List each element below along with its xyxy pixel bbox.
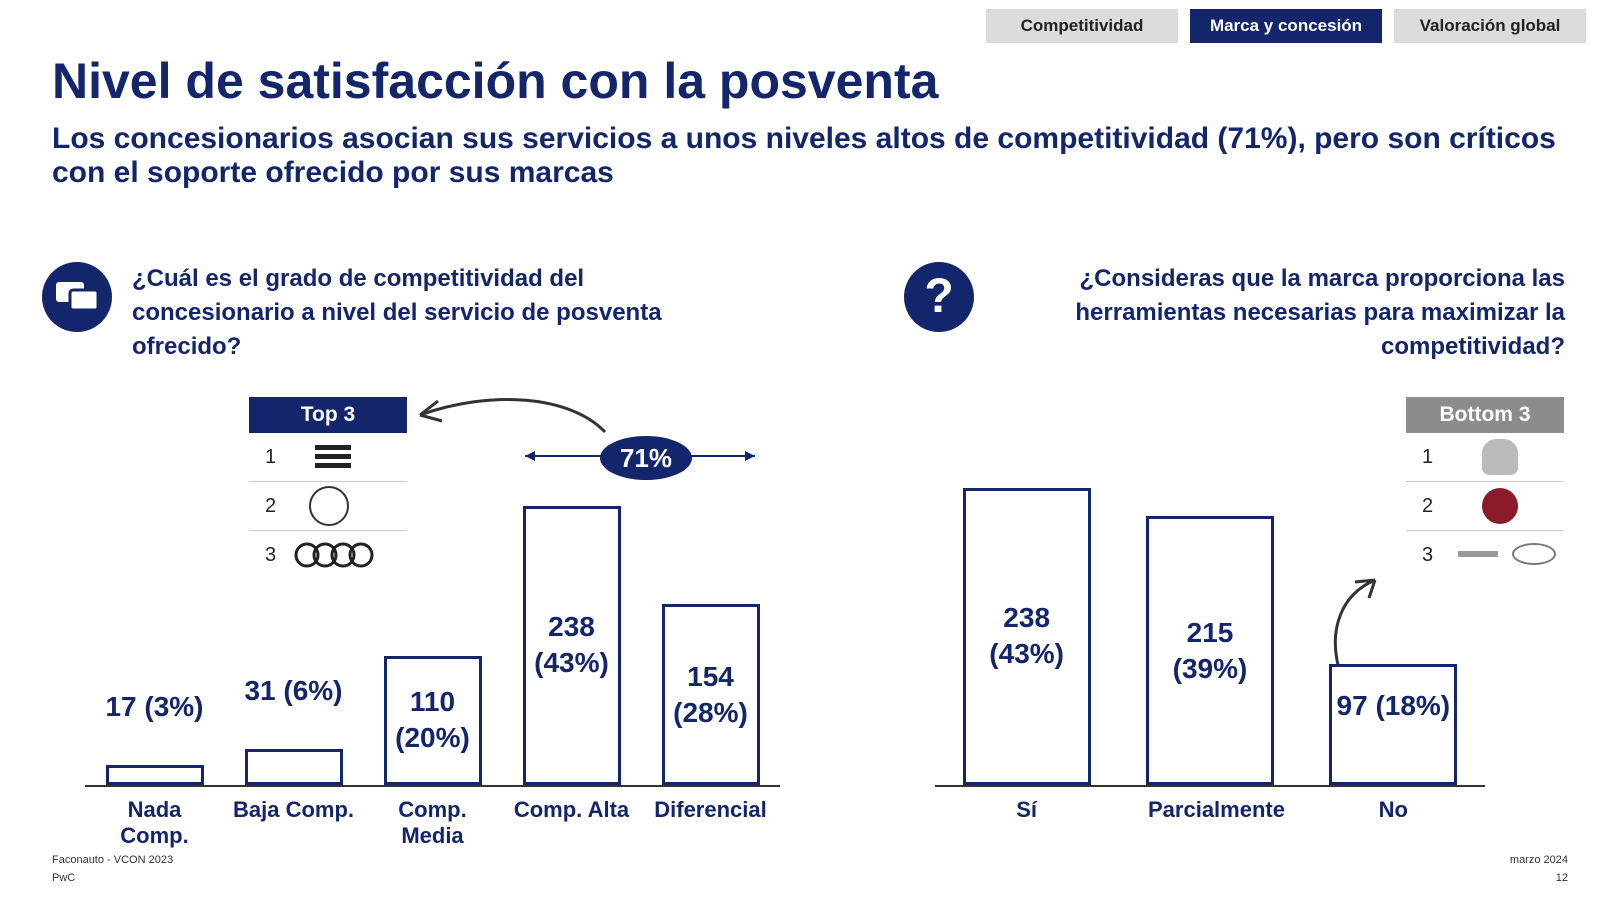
rank: 2	[265, 495, 277, 517]
question: ¿Consideras que la marca proporciona las…	[1075, 265, 1565, 360]
ranking-row: 1	[249, 433, 407, 482]
logo	[294, 542, 374, 568]
ranking: Bottom 3 1 2 3	[1406, 397, 1564, 579]
bar	[1329, 663, 1458, 785]
nav-tab[interactable]: Competitividad	[986, 9, 1178, 43]
x-tick-label: No	[1378, 797, 1408, 822]
ranking-row: 3	[249, 531, 407, 579]
logo	[309, 486, 349, 526]
rank: 2	[1422, 495, 1434, 517]
x-tick-label: Diferencial	[654, 797, 767, 822]
question-icon: ?	[904, 262, 974, 332]
x-tick-label: Sí	[1016, 797, 1038, 822]
rank: 3	[265, 544, 277, 566]
bar	[962, 487, 1091, 785]
nav-tab[interactable]: Valoración global	[1394, 9, 1586, 43]
nav-tab[interactable]: Marca y concesión	[1190, 9, 1382, 43]
x-axis	[85, 785, 780, 787]
source: Faconauto - VCON 2023	[52, 854, 174, 866]
arrows	[419, 398, 755, 461]
logo	[1482, 488, 1518, 524]
rank: 1	[265, 446, 277, 468]
ranking-row: 3	[1406, 531, 1564, 579]
ranking: Top 3 1 2 3	[249, 397, 407, 579]
ranking-row: 2	[1406, 482, 1564, 531]
chat-icon	[42, 262, 112, 332]
logo	[1482, 439, 1518, 475]
arrow	[1333, 578, 1377, 666]
bar	[383, 655, 482, 785]
x-tick-label: Nada Comp.	[120, 797, 189, 848]
bar	[661, 604, 760, 785]
date: marzo 2024	[1509, 854, 1568, 866]
logo	[315, 445, 351, 469]
value-label: 215 (39%)	[1172, 616, 1248, 684]
bar	[105, 765, 204, 785]
x-tick-label: Comp. Alta	[513, 797, 630, 822]
bar	[522, 505, 621, 785]
x-tick-label: Parcialmente	[1148, 797, 1285, 822]
subtitle: Los concesionarios asocian sus servicios…	[52, 122, 1556, 189]
title: Nivel de satisfacción con la posventa	[52, 53, 939, 109]
bar	[244, 748, 343, 785]
rank: 3	[1422, 544, 1434, 566]
company: PwC	[52, 872, 76, 884]
value-label: 17 (3%)	[105, 691, 204, 723]
value-label: 238 (43%)	[989, 602, 1064, 670]
svg-text:?: ?	[924, 270, 953, 323]
value-label: 110 (20%)	[395, 686, 470, 754]
value-label: 154 (28%)	[673, 660, 748, 728]
rank: 1	[1422, 446, 1434, 468]
logo	[1512, 543, 1556, 565]
x-tick-label: Baja Comp.	[232, 797, 355, 822]
ranking-title: Bottom 3	[1406, 397, 1564, 433]
value-label: 31 (6%)	[244, 674, 343, 706]
bar	[1146, 516, 1274, 785]
x-tick-label: Comp. Media	[398, 797, 467, 848]
ranking-row: 1	[1406, 433, 1564, 482]
page-number: 12	[1555, 872, 1568, 884]
value-label: 238 (43%)	[534, 611, 609, 679]
question: ¿Cuál es el grado de competitividad del …	[132, 265, 662, 360]
value-label: 97 (18%)	[1336, 690, 1451, 722]
x-axis	[935, 785, 1485, 787]
ranking-title: Top 3	[249, 397, 407, 433]
logo	[1458, 551, 1498, 557]
ranking-row: 2	[249, 482, 407, 531]
annotation: 71%	[600, 436, 692, 480]
